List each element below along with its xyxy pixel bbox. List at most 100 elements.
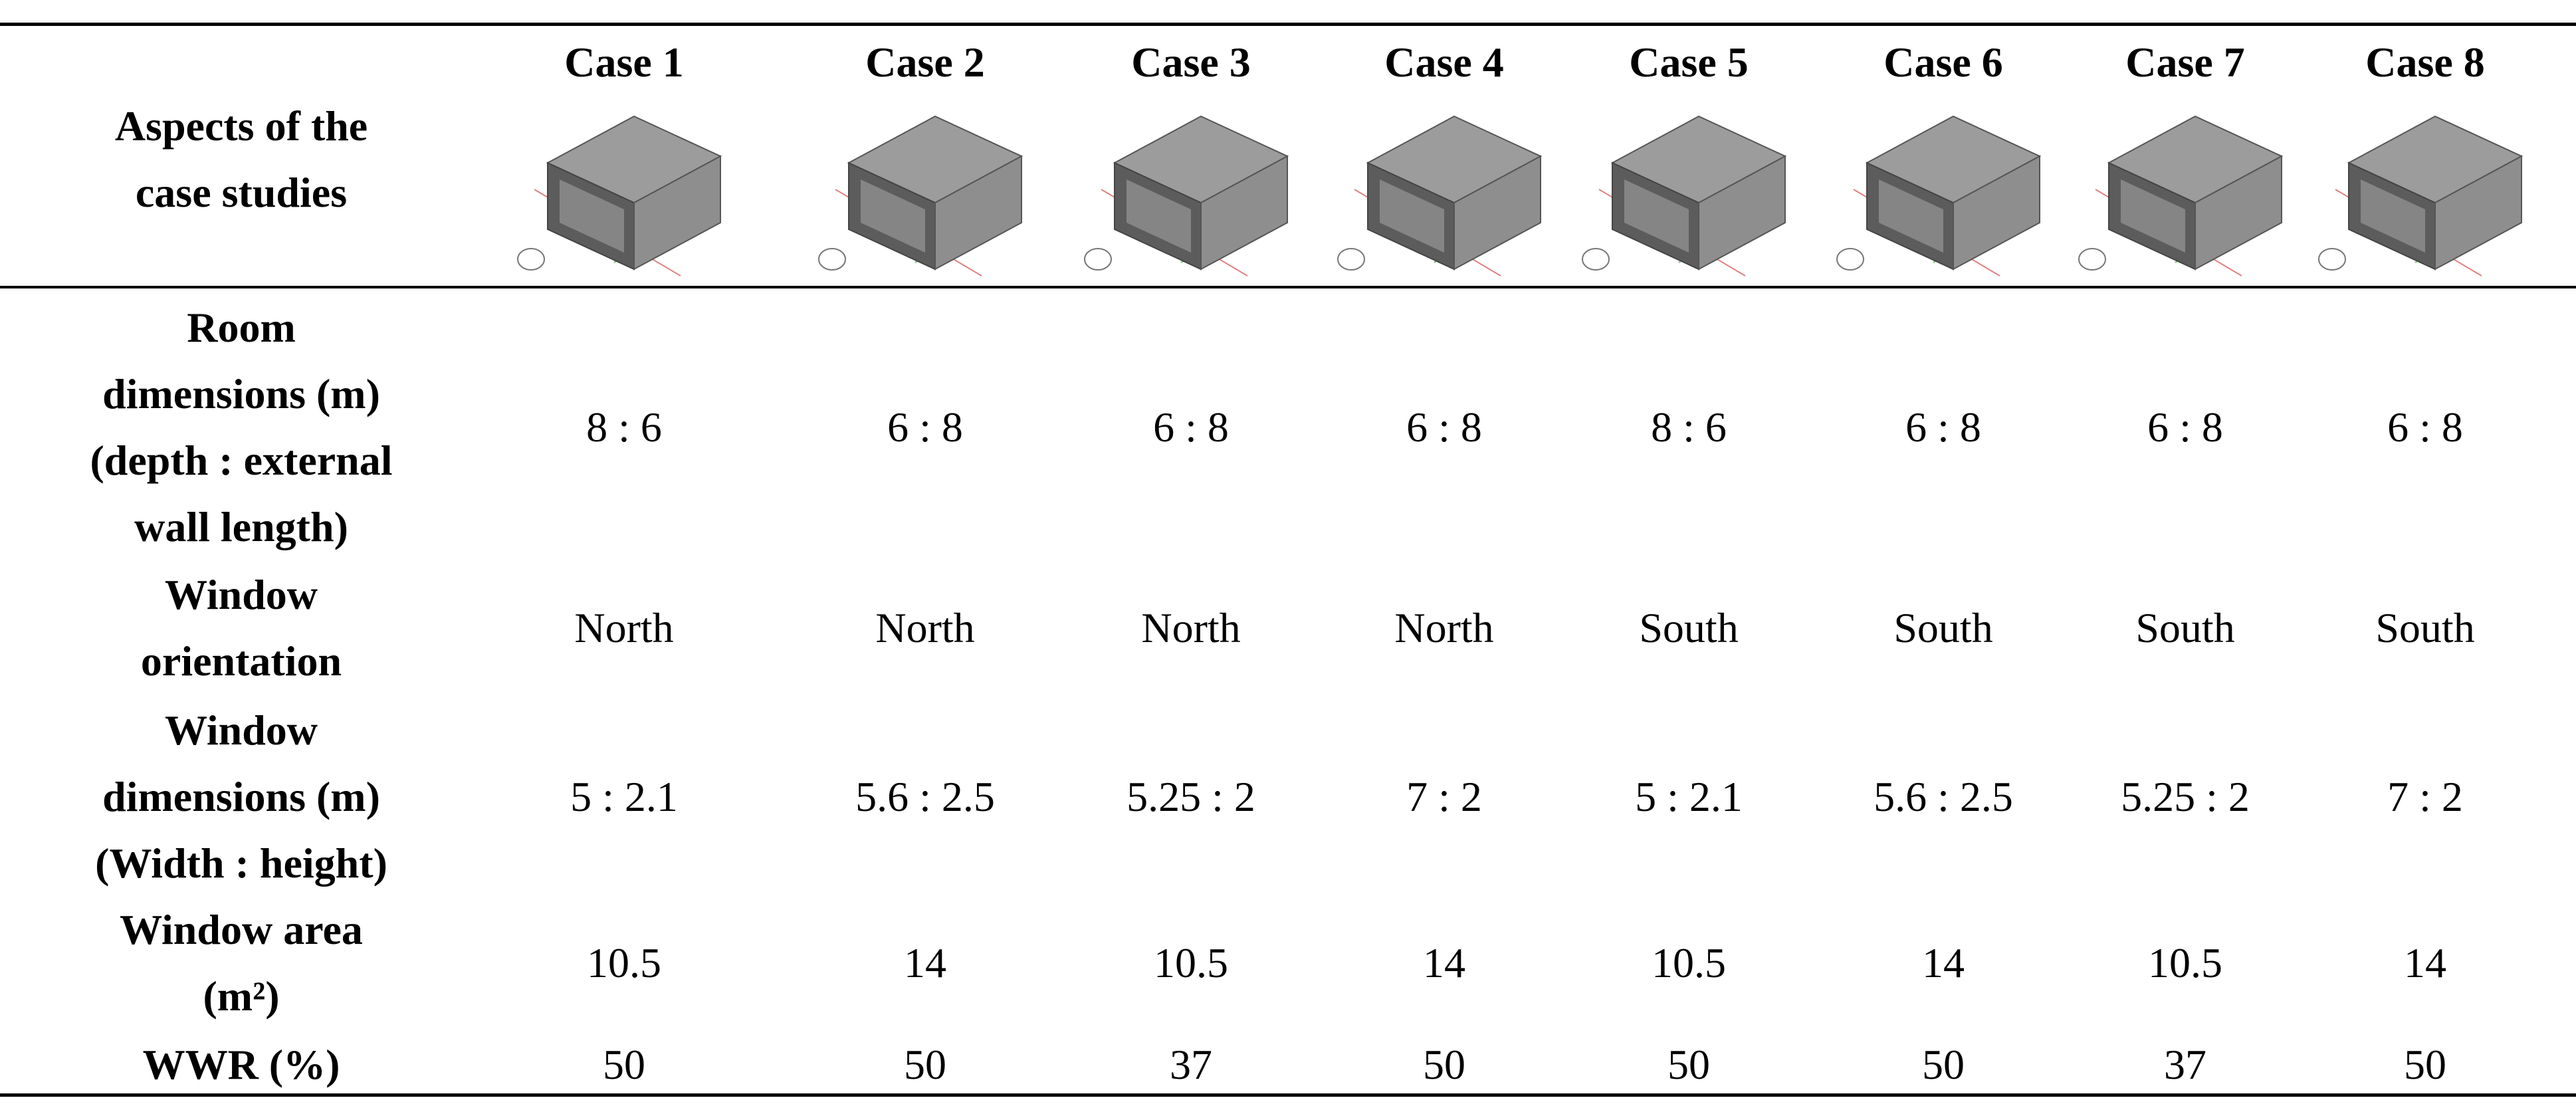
box-window bbox=[1624, 179, 1689, 253]
value-text: 14 bbox=[2404, 939, 2446, 986]
value-text: 6 : 8 bbox=[1406, 403, 1482, 451]
cell-value: 8 : 6 bbox=[586, 394, 662, 461]
case-header: Case 1 bbox=[564, 29, 684, 96]
value-text: 6 : 8 bbox=[2147, 403, 2223, 451]
value-text: 5.6 : 2.5 bbox=[1874, 773, 2013, 820]
box-side bbox=[633, 155, 721, 271]
compass bbox=[1337, 248, 1365, 271]
row-label: WWR (%) bbox=[143, 1032, 340, 1098]
compass bbox=[2078, 248, 2106, 271]
cell-value: 5.6 : 2.5 bbox=[1874, 764, 2013, 830]
cell-value: 14 bbox=[904, 930, 946, 996]
case-header: Case 8 bbox=[2365, 29, 2485, 96]
value-text: 50 bbox=[904, 1041, 946, 1088]
label-line: Window bbox=[164, 571, 318, 618]
cell-value: 6 : 8 bbox=[887, 394, 963, 461]
box-window bbox=[1127, 179, 1191, 253]
case-name: Case 7 bbox=[2125, 39, 2245, 86]
label-line: Window bbox=[164, 707, 318, 754]
label-line: case studies bbox=[135, 169, 348, 216]
value-text: 14 bbox=[1423, 939, 1465, 986]
cell-value: 37 bbox=[1170, 1032, 1212, 1098]
bottom-rule bbox=[0, 1093, 2576, 1097]
value-text: 6 : 8 bbox=[887, 403, 963, 451]
value-text: North bbox=[1141, 604, 1241, 651]
label-line: wall length) bbox=[134, 503, 348, 550]
value-text: 50 bbox=[1922, 1041, 1965, 1088]
cell-value: South bbox=[2375, 595, 2474, 661]
case-icon bbox=[1084, 115, 1289, 277]
value-text: 50 bbox=[1667, 1041, 1710, 1088]
cell-value: 5.25 : 2 bbox=[1127, 764, 1255, 830]
cell-value: 14 bbox=[1423, 930, 1465, 996]
case-icon bbox=[2318, 115, 2523, 277]
label-line: Window area bbox=[120, 906, 363, 953]
cell-value: 50 bbox=[1423, 1032, 1465, 1098]
value-text: 5.6 : 2.5 bbox=[855, 773, 995, 820]
cell-value: North bbox=[1394, 595, 1493, 661]
case-header: Case 4 bbox=[1384, 29, 1504, 96]
row-label: Room dimensions (m) (depth : external wall … bbox=[90, 294, 392, 560]
label-line: Aspects of the bbox=[114, 102, 368, 150]
row-label: Window orientation bbox=[141, 562, 342, 695]
case-name: Case 4 bbox=[1384, 39, 1504, 86]
value-text: 50 bbox=[603, 1041, 645, 1088]
cell-value: 6 : 8 bbox=[2147, 394, 2223, 461]
value-text: 6 : 8 bbox=[2387, 403, 2463, 451]
header-rule bbox=[0, 286, 2576, 288]
cell-value: North bbox=[1141, 595, 1240, 661]
compass bbox=[517, 248, 545, 271]
value-text: 10.5 bbox=[2148, 939, 2222, 986]
case-name: Case 6 bbox=[1883, 39, 2003, 86]
compass bbox=[1084, 248, 1112, 271]
label-line: (Width : height) bbox=[95, 839, 387, 887]
value-text: 6 : 8 bbox=[1905, 403, 1981, 451]
top-rule bbox=[0, 23, 2576, 26]
box-side bbox=[1453, 155, 1541, 271]
compass bbox=[1836, 248, 1864, 271]
case-header: Case 5 bbox=[1629, 29, 1749, 96]
value-text: 37 bbox=[1170, 1041, 1212, 1088]
cell-value: 7 : 2 bbox=[1406, 764, 1482, 830]
box-window bbox=[861, 179, 925, 253]
cell-value: 6 : 8 bbox=[1406, 394, 1482, 461]
box-window bbox=[1879, 179, 1943, 253]
cell-value: 8 : 6 bbox=[1651, 394, 1727, 461]
case-name: Case 8 bbox=[2365, 39, 2485, 86]
cell-value: 50 bbox=[1667, 1032, 1710, 1098]
cell-value: 10.5 bbox=[2148, 930, 2222, 996]
box-side bbox=[1698, 155, 1786, 271]
value-text: North bbox=[875, 604, 975, 651]
cell-value: 50 bbox=[1922, 1032, 1965, 1098]
cell-value: North bbox=[875, 595, 974, 661]
cell-value: 10.5 bbox=[1652, 930, 1726, 996]
value-text: North bbox=[574, 604, 674, 651]
value-text: 5.25 : 2 bbox=[2121, 773, 2250, 820]
value-text: 50 bbox=[1423, 1041, 1465, 1088]
cell-value: 6 : 8 bbox=[1905, 394, 1981, 461]
cell-value: South bbox=[1639, 595, 1738, 661]
cell-value: 6 : 8 bbox=[1153, 394, 1229, 461]
case-icon bbox=[1337, 115, 1543, 277]
cell-value: South bbox=[1893, 595, 1992, 661]
header-label: Aspects of the case studies bbox=[115, 93, 368, 226]
cell-value: 10.5 bbox=[587, 930, 661, 996]
cell-value: 14 bbox=[2404, 930, 2446, 996]
value-text: South bbox=[1893, 604, 1993, 651]
case-icon bbox=[2078, 115, 2284, 277]
box-side bbox=[934, 155, 1022, 271]
compass bbox=[1582, 248, 1610, 271]
case-icon bbox=[818, 115, 1023, 277]
case-icon bbox=[517, 115, 722, 277]
box-side bbox=[1953, 155, 2040, 271]
case-name: Case 1 bbox=[564, 39, 684, 86]
value-text: 50 bbox=[2404, 1041, 2446, 1088]
cell-value: South bbox=[2135, 595, 2234, 661]
label-line: Room bbox=[187, 304, 296, 351]
cell-value: 50 bbox=[904, 1032, 946, 1098]
value-text: 7 : 2 bbox=[2387, 773, 2463, 820]
value-text: 8 : 6 bbox=[1651, 403, 1727, 451]
value-text: 14 bbox=[904, 939, 946, 986]
box-window bbox=[2121, 179, 2185, 253]
